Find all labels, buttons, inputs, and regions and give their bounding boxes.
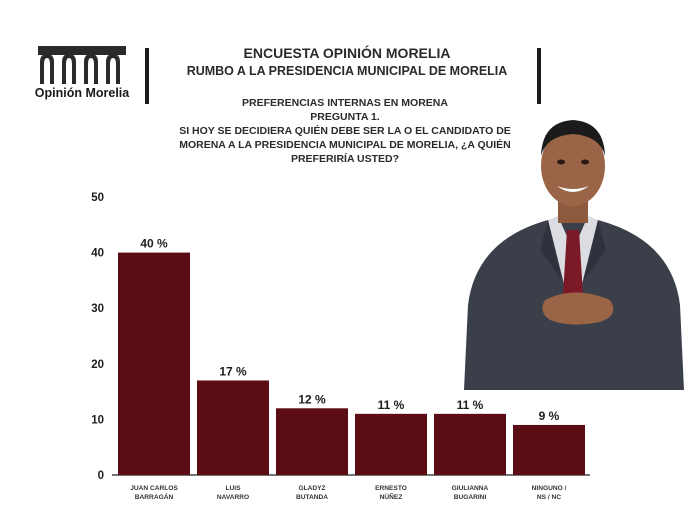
category-label: NAVARRO bbox=[217, 494, 249, 501]
opinion-morelia-logo: Opinión Morelia bbox=[26, 42, 138, 106]
data-label: 40 % bbox=[140, 237, 168, 251]
header-divider-left bbox=[145, 48, 149, 104]
candidate-photo bbox=[454, 120, 692, 396]
category-label: LUIS bbox=[225, 485, 241, 492]
bar bbox=[197, 380, 269, 475]
y-tick-label: 30 bbox=[91, 303, 104, 315]
data-label: 12 % bbox=[298, 392, 326, 406]
bar bbox=[118, 252, 190, 475]
question-section: PREFERENCIAS INTERNAS EN MORENA bbox=[242, 97, 448, 109]
category-label: GIULIANNA bbox=[452, 485, 489, 492]
header-divider-right bbox=[537, 48, 541, 104]
bar bbox=[434, 413, 506, 475]
logo-text: Opinión Morelia bbox=[34, 86, 130, 100]
category-label: NS / NC bbox=[537, 494, 561, 501]
y-tick-label: 40 bbox=[91, 248, 104, 260]
data-label: 11 % bbox=[457, 398, 484, 412]
survey-subtitle: RUMBO A LA PRESIDENCIA MUNICIPAL DE MORE… bbox=[186, 64, 508, 78]
category-label: GLADYZ bbox=[298, 485, 325, 492]
y-tick-label: 0 bbox=[98, 470, 104, 482]
category-label: BUGARINI bbox=[454, 494, 487, 501]
category-label: BUTANDA bbox=[296, 494, 328, 501]
bar bbox=[355, 413, 427, 475]
data-label: 11 % bbox=[378, 398, 405, 412]
category-label: JUAN CARLOS bbox=[130, 485, 178, 492]
question-text-line1: SI HOY SE DECIDIERA QUIÉN DEBE SER LA O … bbox=[179, 125, 511, 137]
question-text-line2: MORENA A LA PRESIDENCIA MUNICIPAL DE MOR… bbox=[179, 139, 511, 151]
data-label: 17 % bbox=[219, 364, 247, 378]
category-label: NINGUNO / bbox=[532, 485, 567, 492]
category-label: ERNESTO bbox=[375, 485, 407, 492]
category-label: BARRAGÁN bbox=[135, 492, 174, 501]
survey-title: ENCUESTA OPINIÓN MORELIA bbox=[243, 45, 451, 61]
bar bbox=[513, 424, 585, 475]
category-label: NÚÑEZ bbox=[380, 492, 403, 501]
y-tick-label: 50 bbox=[91, 192, 104, 204]
y-tick-label: 20 bbox=[91, 359, 104, 371]
question-number: PREGUNTA 1. bbox=[310, 111, 380, 123]
arches-logo-icon bbox=[38, 46, 126, 84]
question-text-line3: PREFERIRÍA USTED? bbox=[290, 153, 400, 165]
data-label: 9 % bbox=[539, 409, 560, 423]
bar bbox=[276, 408, 348, 475]
y-tick-label: 10 bbox=[91, 414, 104, 426]
